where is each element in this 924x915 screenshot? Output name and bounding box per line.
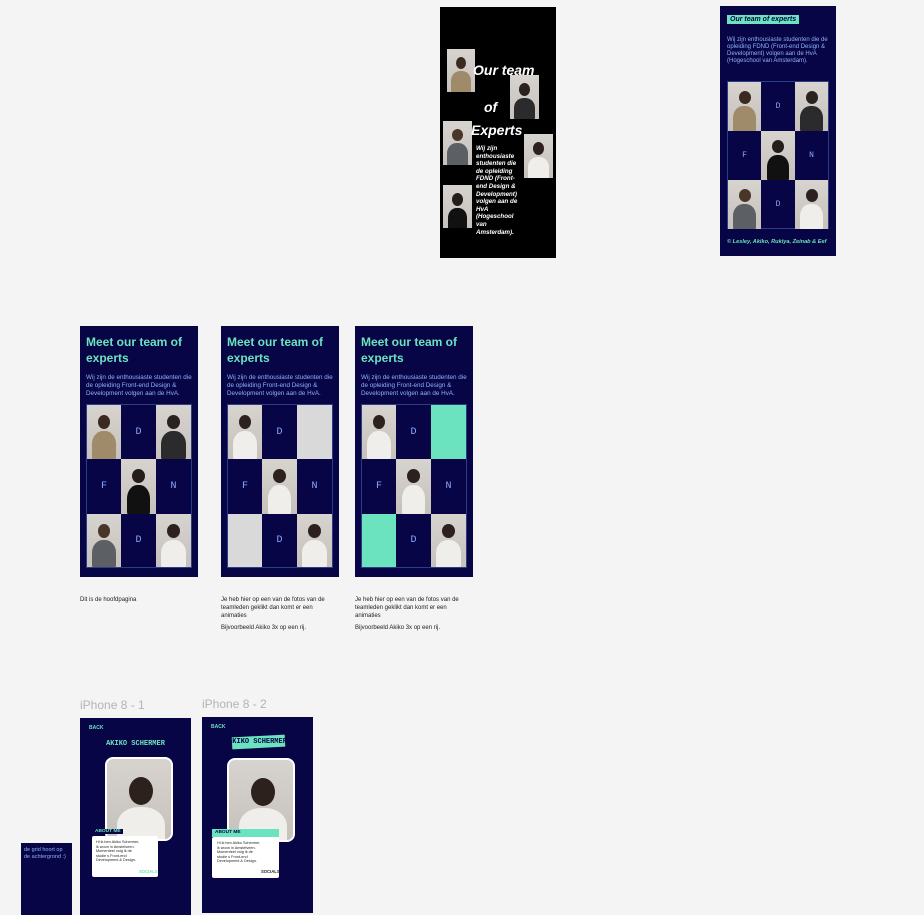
team-photo[interactable] xyxy=(728,180,761,229)
about-label: ABOUT ME xyxy=(215,830,241,835)
team-photo[interactable] xyxy=(228,405,262,459)
about-text: Hi ik ben Akiko Schermer, ik woon in Ams… xyxy=(217,841,261,864)
hero-title-line-3: Experts xyxy=(471,122,523,138)
grid-tile-letter: N xyxy=(809,151,814,160)
team-body: Wij zijn enthousiaste studenten die de o… xyxy=(727,37,828,64)
socials-link[interactable]: SOCIALS xyxy=(139,869,158,874)
grid-tile-letter: F xyxy=(241,481,248,492)
about-label-highlight xyxy=(212,829,279,837)
team-frame-small[interactable]: Our team of experts Wij zijn enthousiast… xyxy=(720,6,836,256)
team-photo[interactable] xyxy=(431,514,466,567)
back-link[interactable]: BACK xyxy=(211,724,226,730)
blank-tile xyxy=(297,405,332,459)
team-photo[interactable] xyxy=(396,459,431,514)
mint-tile xyxy=(431,405,466,459)
grid-tile-letter: F xyxy=(100,481,107,492)
team-photo[interactable] xyxy=(121,459,156,514)
team-footer: © Lesley, Akiko, Rukiya, Zeinab & Eef xyxy=(727,239,827,245)
mint-tile xyxy=(362,514,396,567)
meet-body: Wij zijn de enthousiaste studenten die d… xyxy=(86,374,192,397)
meet-title: Meet our team of experts xyxy=(86,335,183,365)
meet-body: Wij zijn de enthousiaste studenten die d… xyxy=(227,374,333,397)
meet-grid xyxy=(86,404,192,568)
meet-frame-animation[interactable]: Meet our team of experts Wij zijn de ent… xyxy=(355,326,473,577)
team-photo[interactable] xyxy=(87,405,121,459)
team-photo[interactable] xyxy=(443,121,472,165)
meet-body: Wij zijn de enthousiaste studenten die d… xyxy=(361,374,467,397)
grid-tile-letter: F xyxy=(375,481,382,492)
note-example: Bijvoorbeeld Akiko 3x op een rij. xyxy=(221,625,307,631)
team-photo[interactable] xyxy=(362,405,396,459)
about-text: Hi ik ben Akiko Schermer, ik woon in Ams… xyxy=(96,840,140,863)
grid-tile-letter: F xyxy=(742,151,747,160)
meet-frame-click[interactable]: Meet our team of experts Wij zijn de ent… xyxy=(221,326,339,577)
team-photo[interactable] xyxy=(795,82,828,131)
note-click-desc: Je heb hier op een van de fotos van de t… xyxy=(355,597,459,619)
meet-grid xyxy=(227,404,333,568)
meet-grid xyxy=(361,404,467,568)
profile-name: AKIKO SCHERMER xyxy=(228,738,287,746)
meet-frame-main[interactable]: Meet our team of experts Wij zijn de ent… xyxy=(80,326,198,577)
team-photo[interactable] xyxy=(510,75,539,119)
team-photo[interactable] xyxy=(87,514,121,567)
meet-title: Meet our team of experts xyxy=(361,335,458,365)
profile-photo xyxy=(105,757,173,841)
team-photo[interactable] xyxy=(728,82,761,131)
team-photo[interactable] xyxy=(761,131,795,180)
team-photo[interactable] xyxy=(156,405,191,459)
about-card xyxy=(92,836,158,877)
grid-tile-letter: D xyxy=(276,426,283,438)
back-link[interactable]: BACK xyxy=(89,725,104,731)
hero-title-line-1: Our team xyxy=(473,62,535,78)
grid-note-frame[interactable]: de grid hoort op de achtergrond :) xyxy=(21,843,72,915)
grid-tile-letter: N xyxy=(311,481,318,492)
grid-tile-letter: D xyxy=(135,535,142,546)
note-click-desc: Je heb hier op een van de fotos van de t… xyxy=(221,597,325,619)
iphone-frame-1[interactable]: BACK AKIKO SCHERMER ABOUT ME Hi ik ben A… xyxy=(80,718,191,915)
team-title: Our team of experts xyxy=(727,15,800,24)
socials-link[interactable]: SOCIALS xyxy=(261,869,280,874)
team-photo[interactable] xyxy=(795,180,828,229)
team-grid xyxy=(727,81,829,229)
team-photo[interactable] xyxy=(297,514,332,567)
hero-title-line-2: of xyxy=(484,99,498,115)
meet-title: Meet our team of experts xyxy=(227,335,324,365)
team-photo[interactable] xyxy=(156,514,191,567)
hero-frame[interactable]: Our team of Experts Wij zijn enthousiast… xyxy=(440,7,556,258)
frame-label-iphone1[interactable]: iPhone 8 - 1 xyxy=(80,698,145,712)
team-photo[interactable] xyxy=(447,49,475,92)
team-photo[interactable] xyxy=(262,459,297,514)
grid-tile-letter: N xyxy=(170,481,177,492)
team-photo[interactable] xyxy=(443,185,472,228)
blank-tile xyxy=(228,514,262,567)
about-label: ABOUT ME xyxy=(93,829,123,834)
iphone-frame-2[interactable]: BACK AKIKO SCHERMER ABOUT ME Hi ik ben A… xyxy=(202,717,313,913)
note-main: Dit is de hoofdpagina xyxy=(80,597,137,603)
grid-tile-letter: D xyxy=(775,200,781,209)
grid-tile-letter: D xyxy=(410,535,417,546)
grid-tile-letter: D xyxy=(775,102,781,111)
profile-photo xyxy=(227,758,295,842)
note-example: Bijvoorbeeld Akiko 3x op een rij. xyxy=(355,625,441,631)
grid-tile-letter: D xyxy=(135,426,142,438)
grid-note-text: de grid hoort op de achtergrond :) xyxy=(24,847,66,860)
grid-tile-letter: D xyxy=(410,426,417,438)
about-card xyxy=(212,837,279,878)
profile-name: AKIKO SCHERMER xyxy=(106,740,165,748)
grid-tile-letter: N xyxy=(445,481,452,492)
team-photo[interactable] xyxy=(524,134,553,178)
frame-label-iphone2[interactable]: iPhone 8 - 2 xyxy=(202,697,267,711)
grid-tile-letter: D xyxy=(276,535,283,546)
hero-body: Wij zijn enthousiaste studenten die de o… xyxy=(476,145,518,236)
